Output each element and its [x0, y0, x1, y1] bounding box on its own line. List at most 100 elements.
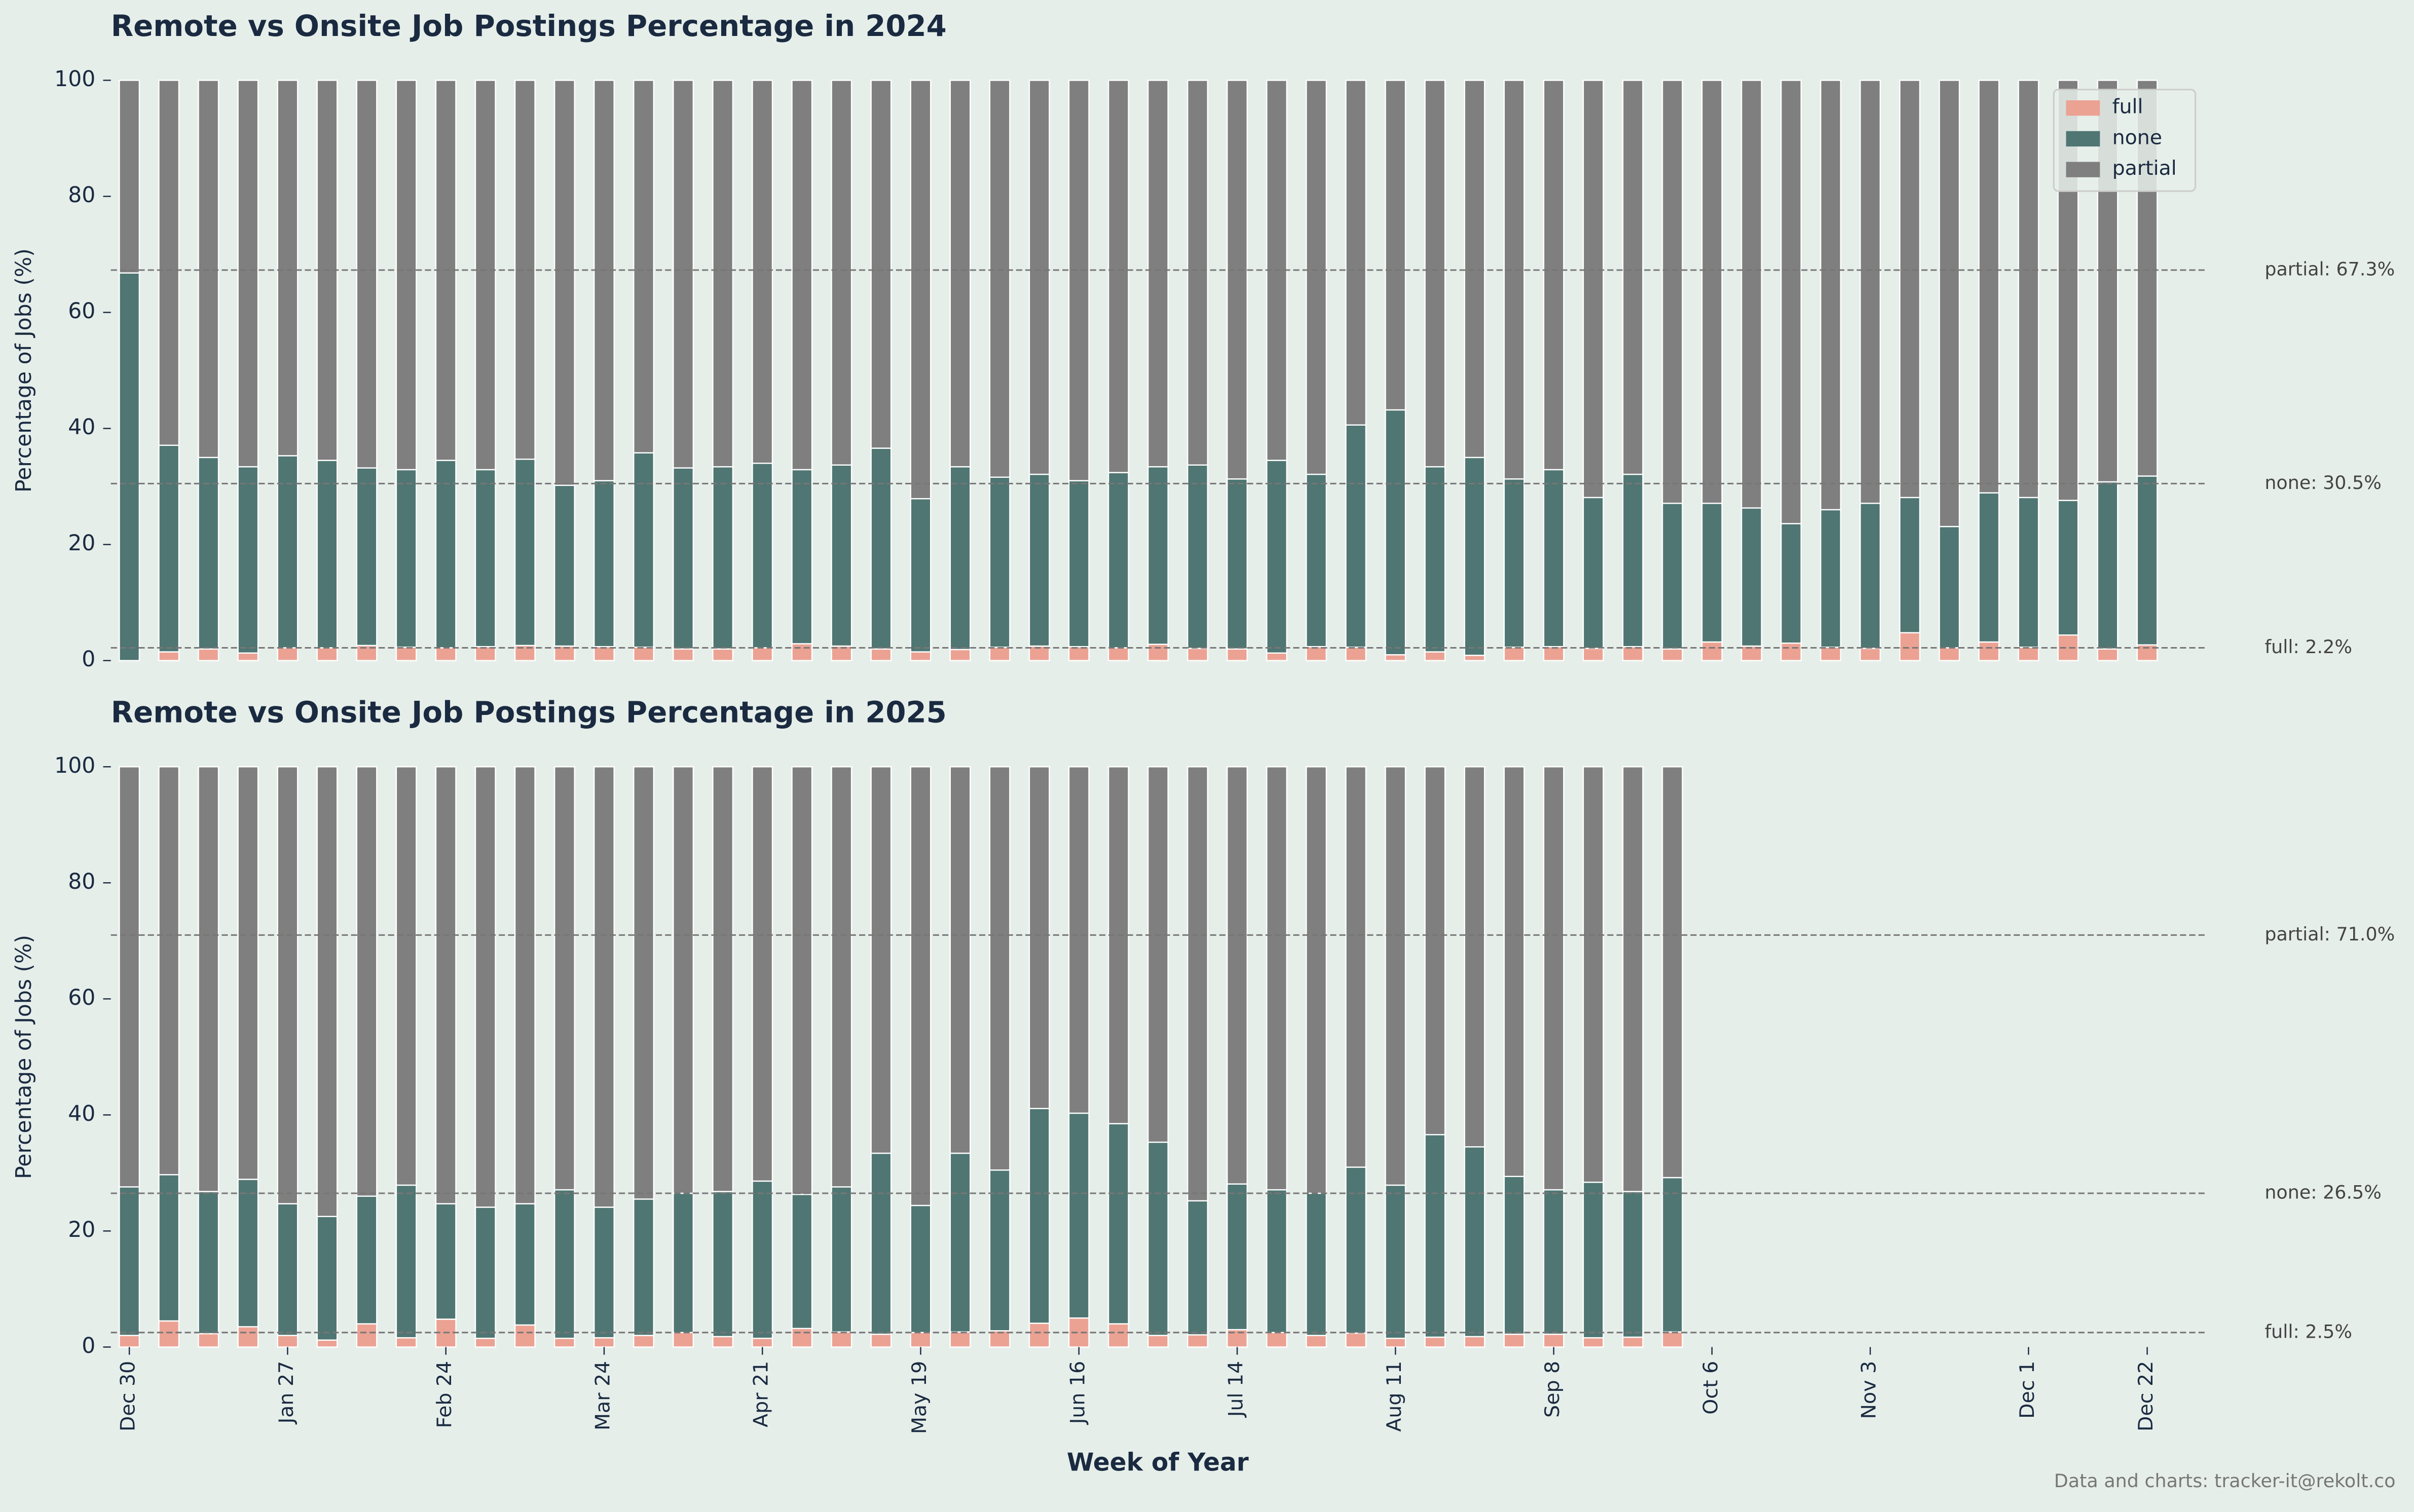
- bar-segment: [910, 766, 932, 1206]
- bar-segment: [593, 1337, 615, 1348]
- bar-segment: [1147, 1141, 1169, 1336]
- bar-segment: [831, 464, 852, 647]
- bar-segment: [1266, 460, 1288, 654]
- bar-segment: [158, 1174, 180, 1322]
- bar-segment: [1464, 1146, 1485, 1338]
- bar-segment: [593, 1206, 615, 1339]
- bar-segment: [1543, 646, 1565, 661]
- bar-segment: [752, 766, 773, 1182]
- bar-segment: [474, 766, 496, 1208]
- bar-segment: [1464, 766, 1485, 1148]
- bar-segment: [356, 1195, 378, 1325]
- bar-segment: [1107, 766, 1129, 1124]
- bar-segment: [198, 457, 219, 650]
- bar-segment: [198, 766, 219, 1192]
- bar-segment: [1107, 647, 1129, 661]
- bar-segment: [514, 766, 536, 1204]
- legend-swatch: [2066, 100, 2100, 116]
- bar-segment: [237, 652, 259, 661]
- bar-segment: [158, 80, 180, 446]
- bar-segment: [1107, 1323, 1129, 1348]
- bar-segment: [395, 80, 417, 471]
- bar-segment: [2018, 80, 2039, 499]
- bar-segment: [514, 1203, 536, 1326]
- bar-segment: [553, 484, 575, 647]
- bar-segment: [1385, 1184, 1406, 1339]
- bar-segment: [1187, 464, 1208, 649]
- bar-segment: [1622, 646, 1644, 661]
- bar-segment: [1860, 80, 1881, 504]
- bar-segment: [1266, 652, 1288, 661]
- bar-segment: [1820, 509, 1842, 648]
- bar-segment: [1385, 1338, 1406, 1348]
- bar-segment: [1424, 1134, 1446, 1338]
- bar-segment: [1939, 647, 1960, 661]
- bar-segment: [1503, 478, 1525, 648]
- bar-segment: [1464, 1336, 1485, 1348]
- bar-segment: [989, 647, 1011, 661]
- y-tick-label: 80: [68, 870, 95, 894]
- bar-segment: [158, 1320, 180, 1348]
- bar-segment: [633, 1335, 654, 1348]
- bar-segment: [356, 80, 378, 469]
- bar-segment: [237, 80, 259, 468]
- bar-segment: [1582, 648, 1604, 661]
- bar-segment: [158, 766, 180, 1176]
- bar-segment: [831, 1331, 852, 1348]
- y-tick-label: 100: [54, 67, 95, 92]
- bar-segment: [316, 1216, 338, 1341]
- reference-label: none: 26.5%: [2264, 1181, 2382, 1203]
- legend-label: partial: [2112, 157, 2177, 180]
- bar-segment: [1227, 1183, 1248, 1331]
- bar-segment: [1661, 503, 1683, 650]
- bar-segment: [356, 467, 378, 647]
- bar-segment: [712, 1191, 734, 1338]
- bar-segment: [989, 476, 1011, 648]
- bar-segment: [435, 1203, 457, 1320]
- bar-segment: [1622, 473, 1644, 648]
- bar-segment: [1345, 766, 1367, 1168]
- bar-segment: [553, 1189, 575, 1339]
- bar-segment: [1385, 409, 1406, 656]
- bar-segment: [119, 80, 140, 274]
- bar-segment: [593, 646, 615, 661]
- bar-segment: [1028, 80, 1050, 475]
- bar-segment: [1464, 457, 1485, 656]
- bar-segment: [1661, 1177, 1683, 1333]
- bar-segment: [673, 1192, 694, 1334]
- bar-segment: [1860, 503, 1881, 649]
- bar-segment: [356, 1323, 378, 1348]
- x-tick-label: Jun 16: [1066, 1361, 1089, 1425]
- bar-segment: [1939, 80, 1960, 527]
- bar-segment: [1227, 766, 1248, 1185]
- bar-segment: [1068, 766, 1090, 1114]
- bar-segment: [1227, 648, 1248, 661]
- y-axis-label: Percentage of Jobs (%): [12, 935, 36, 1179]
- bar-segment: [395, 766, 417, 1186]
- bar-segment: [1107, 80, 1129, 473]
- bar-segment: [1306, 473, 1327, 648]
- bar-segment: [870, 1334, 892, 1348]
- bar-segment: [1582, 497, 1604, 649]
- bar-segment: [910, 1204, 932, 1334]
- bar-segment: [395, 1337, 417, 1348]
- bar-segment: [277, 1335, 299, 1348]
- bar-segment: [277, 455, 299, 649]
- x-tick-label: Dec 1: [2016, 1361, 2039, 1419]
- x-tick-label: Apr 21: [750, 1361, 773, 1427]
- bar-segment: [553, 1338, 575, 1348]
- bar-segment: [1306, 80, 1327, 475]
- bar-segment: [316, 460, 338, 649]
- reference-label: full: 2.2%: [2264, 636, 2352, 658]
- bar-segment: [1147, 766, 1169, 1143]
- bar-segment: [989, 80, 1011, 478]
- bar-segment: [949, 466, 971, 651]
- x-tick-label: Sep 8: [1541, 1361, 1564, 1418]
- bar-segment: [870, 80, 892, 449]
- bar-segment: [395, 647, 417, 661]
- bar-segment: [435, 766, 457, 1204]
- bar-segment: [633, 80, 654, 453]
- bar-segment: [1899, 80, 1921, 499]
- bar-segment: [1147, 80, 1169, 468]
